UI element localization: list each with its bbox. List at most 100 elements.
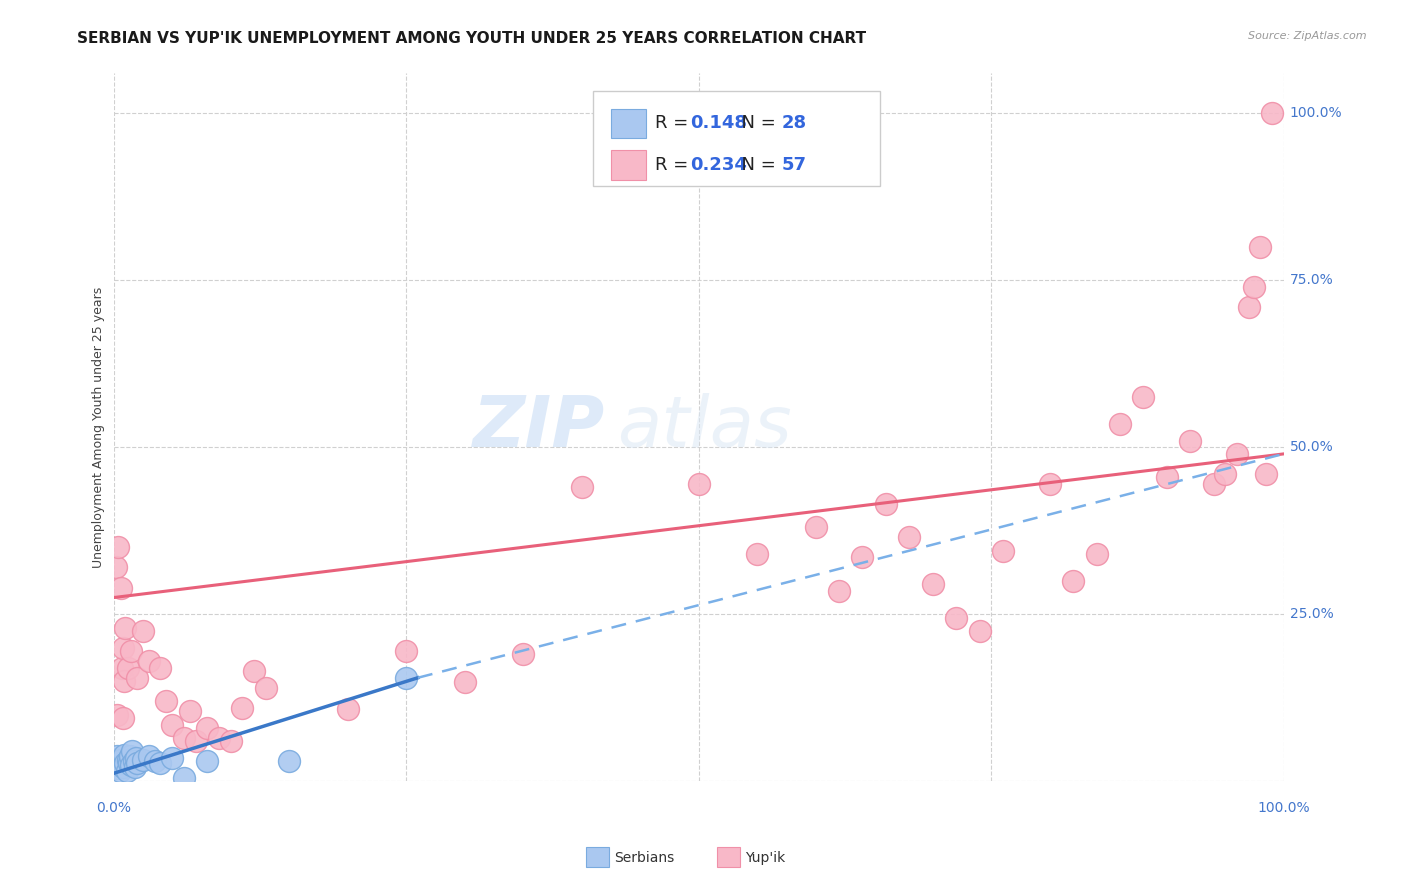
Point (921, 577, 943, 591)
Point (117, 753, 139, 767)
Point (105, 560, 128, 574)
Point (969, 624, 991, 638)
Point (1085, 547, 1108, 561)
Point (117, 661, 139, 675)
Point (1202, 477, 1225, 491)
Point (184, 734, 207, 748)
Point (107, 541, 129, 555)
Text: 50.0%: 50.0% (1289, 440, 1333, 454)
Point (149, 661, 172, 675)
Point (278, 754, 301, 768)
Point (143, 754, 166, 768)
Point (851, 550, 873, 565)
Point (112, 747, 135, 762)
Text: 28: 28 (782, 114, 807, 132)
Point (1213, 467, 1236, 481)
Text: Serbians: Serbians (614, 851, 675, 865)
Point (747, 547, 769, 561)
Point (208, 731, 231, 745)
Text: 57: 57 (782, 156, 807, 174)
Point (111, 640, 134, 655)
Point (875, 497, 897, 511)
Point (336, 702, 359, 716)
Point (1039, 477, 1062, 491)
Point (160, 751, 183, 765)
Point (195, 754, 218, 768)
Point (453, 675, 475, 690)
Point (173, 771, 195, 785)
Point (138, 748, 160, 763)
Point (122, 754, 145, 768)
Point (1237, 300, 1260, 314)
Point (1178, 434, 1201, 448)
Point (828, 583, 851, 598)
Text: 100.0%: 100.0% (1257, 801, 1310, 815)
Point (111, 759, 134, 773)
Point (804, 520, 827, 534)
FancyBboxPatch shape (612, 150, 645, 180)
Point (120, 644, 142, 658)
Point (1132, 390, 1154, 404)
Point (173, 731, 195, 745)
Text: 75.0%: 75.0% (1289, 273, 1333, 287)
Point (111, 757, 134, 772)
Point (115, 764, 138, 779)
Point (898, 530, 921, 544)
Point (125, 751, 148, 765)
Point (1249, 240, 1271, 254)
Text: ZIP: ZIP (472, 392, 605, 462)
Point (125, 756, 148, 770)
Point (112, 674, 135, 689)
Point (105, 748, 128, 763)
Point (105, 761, 128, 775)
Point (108, 764, 131, 779)
Point (149, 756, 172, 770)
Point (132, 753, 155, 767)
Point (991, 543, 1014, 558)
Point (114, 756, 136, 770)
Point (243, 664, 266, 678)
Point (195, 721, 218, 735)
Text: R =: R = (655, 156, 695, 174)
Point (1062, 574, 1084, 588)
Point (160, 717, 183, 731)
Point (571, 480, 593, 494)
Point (132, 624, 155, 638)
Point (110, 581, 132, 595)
Text: N =: N = (730, 156, 782, 174)
Point (121, 744, 143, 758)
Point (1243, 280, 1265, 294)
Point (179, 704, 201, 718)
Point (395, 671, 418, 685)
Point (231, 701, 253, 715)
Point (110, 753, 132, 767)
Point (118, 756, 141, 770)
Point (254, 681, 277, 695)
Point (125, 671, 148, 685)
Text: R =: R = (655, 114, 695, 132)
Point (945, 610, 967, 624)
FancyBboxPatch shape (586, 847, 609, 867)
Point (1256, 467, 1278, 481)
Point (395, 644, 418, 658)
FancyBboxPatch shape (593, 91, 880, 186)
FancyBboxPatch shape (717, 847, 740, 867)
Point (120, 757, 142, 772)
Text: 25.0%: 25.0% (1289, 607, 1333, 621)
Point (105, 707, 128, 722)
Point (1261, 106, 1284, 120)
Text: 100.0%: 100.0% (1289, 106, 1343, 120)
Point (111, 661, 134, 675)
Point (1226, 447, 1249, 461)
FancyBboxPatch shape (612, 109, 645, 138)
Text: 0.234: 0.234 (690, 156, 748, 174)
Text: Source: ZipAtlas.com: Source: ZipAtlas.com (1249, 31, 1367, 41)
Text: SERBIAN VS YUP'IK UNEMPLOYMENT AMONG YOUTH UNDER 25 YEARS CORRELATION CHART: SERBIAN VS YUP'IK UNEMPLOYMENT AMONG YOU… (77, 31, 866, 46)
Text: N =: N = (730, 114, 782, 132)
Point (118, 748, 141, 763)
Y-axis label: Unemployment Among Youth under 25 years: Unemployment Among Youth under 25 years (93, 286, 105, 568)
Point (138, 654, 160, 668)
Point (1156, 470, 1178, 484)
Point (155, 694, 177, 708)
Text: 0.0%: 0.0% (96, 801, 131, 815)
